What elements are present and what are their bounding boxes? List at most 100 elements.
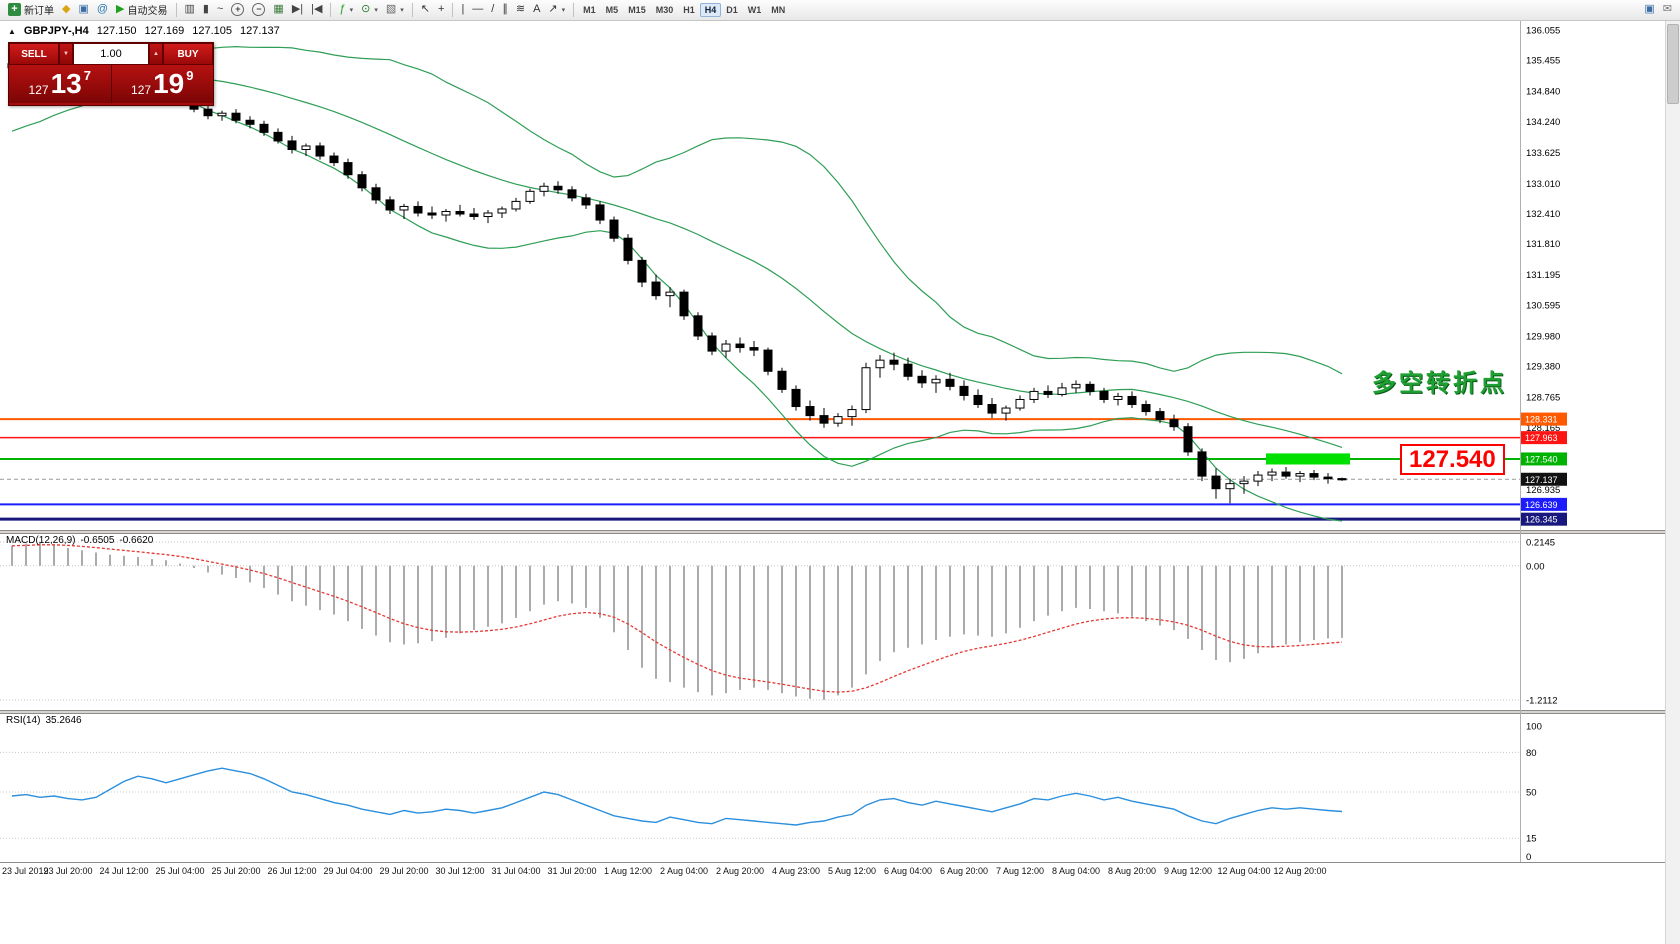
- vertical-line-icon[interactable]: |: [457, 0, 468, 19]
- price-axis[interactable]: 136.055 135.455 134.840 134.240 133.625 133.0…: [1521, 25, 1567, 526]
- one-click-collapse-icon[interactable]: ▲: [8, 26, 16, 36]
- timeframe-mn-button[interactable]: MN: [771, 4, 786, 15]
- timeframe-w1-button[interactable]: W1: [747, 4, 762, 15]
- svg-text:80: 80: [1526, 748, 1537, 759]
- fibonacci-icon[interactable]: ≋: [512, 0, 529, 19]
- svg-text:126.935: 126.935: [1526, 485, 1560, 496]
- timeframe-m15-button[interactable]: M15: [628, 4, 646, 15]
- navigator-icon[interactable]: ▣: [74, 0, 92, 19]
- svg-text:0.00: 0.00: [1526, 561, 1545, 572]
- trade-panel-quotes: 127 13 7 127 19 9: [9, 65, 213, 103]
- svg-text:130.595: 130.595: [1526, 300, 1560, 311]
- community-icon[interactable]: @: [93, 0, 112, 19]
- svg-text:23 Jul 20:00: 23 Jul 20:00: [43, 866, 92, 876]
- chart-shift-icon[interactable]: |◀: [307, 0, 326, 19]
- rsi-value: 35.2646: [45, 715, 82, 726]
- indicators-dropdown-icon[interactable]: ▾: [349, 6, 354, 14]
- fibonacci-glyph: ≋: [515, 3, 526, 15]
- templates-glyph: ▧: [385, 3, 397, 15]
- timeframe-m1-button[interactable]: M1: [583, 4, 596, 15]
- new-chart-window-icon[interactable]: ▣: [1640, 0, 1658, 19]
- svg-text:30 Jul 12:00: 30 Jul 12:00: [435, 866, 484, 876]
- toolbar-separator: [330, 2, 332, 17]
- trendline-glyph: /: [491, 3, 495, 15]
- market-watch-icon[interactable]: ◆: [58, 0, 74, 19]
- equidistant-channel-glyph: ∥: [502, 3, 508, 15]
- volume-decrease-button[interactable]: ▼: [59, 43, 73, 65]
- svg-text:133.625: 133.625: [1526, 148, 1560, 159]
- svg-text:127.137: 127.137: [1525, 475, 1558, 485]
- periods-icon[interactable]: ⊙ ▾: [357, 0, 382, 19]
- svg-text:128.765: 128.765: [1526, 393, 1560, 404]
- timeframe-h1-button[interactable]: H1: [683, 4, 695, 15]
- equidistant-channel-icon[interactable]: ∥: [498, 0, 512, 19]
- sell-price-big: 13: [50, 68, 82, 99]
- scrollbar-thumb[interactable]: [1667, 24, 1679, 104]
- timeframe-d1-button[interactable]: D1: [726, 4, 738, 15]
- chart-shift-glyph: |◀: [311, 3, 323, 15]
- volume-input[interactable]: [73, 43, 149, 65]
- green-highlight-bar[interactable]: [1266, 453, 1350, 465]
- candlestick-chart-glyph: ▮: [202, 3, 209, 15]
- horizontal-line-icon[interactable]: —: [468, 0, 487, 19]
- trade-panel-controls: SELL ▼ ▲ BUY: [9, 43, 213, 65]
- zoom-in-icon[interactable]: +: [227, 0, 248, 19]
- sell-price-display[interactable]: 127 13 7: [9, 65, 111, 103]
- navigator-glyph: ▣: [78, 3, 89, 15]
- sell-price-sup: 7: [83, 68, 91, 83]
- candlestick-series: [7, 58, 1347, 504]
- zoom-out-icon[interactable]: −: [248, 0, 269, 19]
- toolbar: + 新订单 ◆ ▣ @ ▶ 自动交易 ▥ ▮ ~ + − ▦ ▶| |◀ ƒ ▾ ⊙ ▾ ▧ ▾ ↖ + | — / ∥ ≋ A ↗ ▾ M1…: [0, 0, 1680, 21]
- timeframe-h4-button[interactable]: H4: [699, 2, 722, 17]
- cursor-glyph: ↖: [420, 3, 430, 15]
- vertical-line-glyph: |: [461, 3, 465, 15]
- turning-point-annotation[interactable]: 多空转折点: [1372, 370, 1507, 397]
- rsi-panel: 100 80 50 15 0: [0, 722, 1542, 863]
- volume-increase-button[interactable]: ▲: [149, 43, 163, 65]
- autotrading-glyph: ▶: [116, 3, 125, 15]
- svg-text:4 Aug 23:00: 4 Aug 23:00: [772, 866, 820, 876]
- indicators-icon[interactable]: ƒ ▾: [335, 0, 357, 19]
- line-chart-icon[interactable]: ~: [213, 0, 227, 19]
- macd-label: MACD(12,26,9) -0.6505 -0.6620: [6, 535, 158, 546]
- candlestick-chart-icon[interactable]: ▮: [199, 0, 213, 19]
- svg-text:0: 0: [1526, 852, 1531, 863]
- price-540-annotation[interactable]: 127.540: [1400, 444, 1505, 475]
- svg-text:127.963: 127.963: [1525, 433, 1558, 443]
- arrow-tools-icon[interactable]: ↗ ▾: [544, 0, 569, 19]
- new-order-button[interactable]: + 新订单: [4, 0, 58, 19]
- new-order-label: 新订单: [24, 6, 54, 17]
- sell-button[interactable]: SELL: [9, 43, 59, 65]
- buy-button[interactable]: BUY: [163, 43, 213, 65]
- svg-text:126.639: 126.639: [1525, 500, 1558, 510]
- tile-windows-icon[interactable]: ▦: [269, 0, 287, 19]
- svg-text:23 Jul 2019: 23 Jul 2019: [2, 866, 49, 876]
- trendline-icon[interactable]: /: [487, 0, 498, 19]
- help-chat-icon[interactable]: ✉: [1659, 0, 1676, 19]
- horizontal-line-objects[interactable]: [0, 418, 1520, 521]
- svg-text:24 Jul 12:00: 24 Jul 12:00: [99, 866, 148, 876]
- timeframe-m5-button[interactable]: M5: [605, 4, 619, 15]
- svg-text:8 Aug 04:00: 8 Aug 04:00: [1052, 866, 1100, 876]
- svg-text:128.165: 128.165: [1526, 423, 1560, 434]
- timeframe-m30-button[interactable]: M30: [655, 4, 674, 15]
- templates-dropdown-icon[interactable]: ▾: [400, 6, 404, 14]
- templates-icon[interactable]: ▧ ▾: [382, 0, 408, 19]
- help-chat-glyph: ✉: [1662, 3, 1672, 15]
- auto-scroll-icon[interactable]: ▶|: [288, 0, 307, 19]
- crosshair-icon[interactable]: +: [434, 0, 448, 19]
- autotrading-button[interactable]: ▶ 自动交易: [112, 0, 171, 19]
- svg-text:0.2145: 0.2145: [1526, 538, 1555, 549]
- svg-text:136.055: 136.055: [1526, 25, 1560, 36]
- buy-price-display[interactable]: 127 19 9: [112, 65, 214, 103]
- buy-price-big: 19: [153, 68, 185, 99]
- arrow-tools-dropdown-icon[interactable]: ▾: [561, 6, 566, 14]
- bar-chart-icon[interactable]: ▥: [181, 0, 199, 19]
- periods-dropdown-icon[interactable]: ▾: [374, 6, 378, 14]
- toolbar-separator: [452, 2, 454, 17]
- vertical-scrollbar[interactable]: [1665, 20, 1680, 944]
- cursor-icon[interactable]: ↖: [417, 0, 434, 19]
- text-label-icon[interactable]: A: [529, 0, 544, 19]
